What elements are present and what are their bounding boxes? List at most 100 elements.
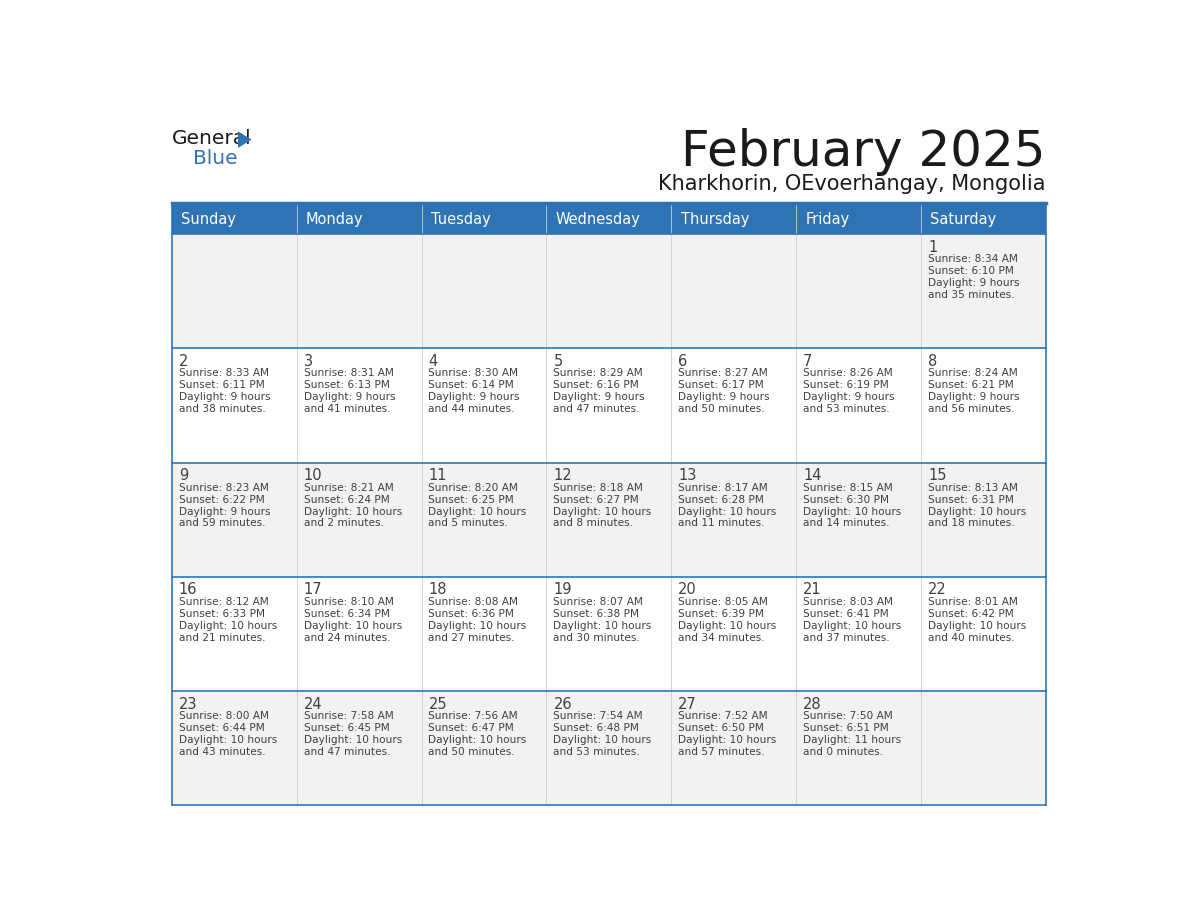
Text: Sunset: 6:42 PM: Sunset: 6:42 PM <box>928 609 1013 619</box>
Text: Sunset: 6:51 PM: Sunset: 6:51 PM <box>803 723 889 733</box>
Text: Sunrise: 8:10 AM: Sunrise: 8:10 AM <box>304 597 393 607</box>
Text: Daylight: 10 hours: Daylight: 10 hours <box>928 507 1026 517</box>
Text: and 18 minutes.: and 18 minutes. <box>928 519 1015 529</box>
Text: Sunset: 6:50 PM: Sunset: 6:50 PM <box>678 723 764 733</box>
Text: Sunrise: 8:20 AM: Sunrise: 8:20 AM <box>429 483 518 493</box>
Text: Daylight: 10 hours: Daylight: 10 hours <box>678 621 777 631</box>
Text: 1: 1 <box>928 240 937 254</box>
Text: Sunset: 6:24 PM: Sunset: 6:24 PM <box>304 495 390 505</box>
Text: Sunset: 6:39 PM: Sunset: 6:39 PM <box>678 609 764 619</box>
Text: Sunrise: 8:08 AM: Sunrise: 8:08 AM <box>429 597 518 607</box>
Text: 10: 10 <box>304 468 322 483</box>
Text: 20: 20 <box>678 582 697 598</box>
Text: Sunrise: 8:21 AM: Sunrise: 8:21 AM <box>304 483 393 493</box>
Text: Daylight: 9 hours: Daylight: 9 hours <box>803 392 895 402</box>
Text: 17: 17 <box>304 582 322 598</box>
Text: Sunday: Sunday <box>181 212 236 227</box>
Text: February 2025: February 2025 <box>682 128 1045 176</box>
Text: Sunset: 6:41 PM: Sunset: 6:41 PM <box>803 609 889 619</box>
Text: Sunset: 6:31 PM: Sunset: 6:31 PM <box>928 495 1013 505</box>
Text: Sunrise: 7:58 AM: Sunrise: 7:58 AM <box>304 711 393 722</box>
Text: 3: 3 <box>304 353 312 369</box>
Text: Sunrise: 8:07 AM: Sunrise: 8:07 AM <box>554 597 643 607</box>
Text: Sunset: 6:36 PM: Sunset: 6:36 PM <box>429 609 514 619</box>
Text: Sunset: 6:30 PM: Sunset: 6:30 PM <box>803 495 889 505</box>
Text: Daylight: 10 hours: Daylight: 10 hours <box>803 621 902 631</box>
Text: Saturday: Saturday <box>930 212 997 227</box>
Text: Daylight: 11 hours: Daylight: 11 hours <box>803 735 902 745</box>
Text: Daylight: 9 hours: Daylight: 9 hours <box>304 392 396 402</box>
Text: Sunrise: 8:24 AM: Sunrise: 8:24 AM <box>928 368 1018 378</box>
Text: Daylight: 10 hours: Daylight: 10 hours <box>678 735 777 745</box>
Text: and 53 minutes.: and 53 minutes. <box>554 747 640 757</box>
Text: Blue: Blue <box>192 149 238 168</box>
Text: Sunrise: 7:52 AM: Sunrise: 7:52 AM <box>678 711 767 722</box>
Text: Daylight: 10 hours: Daylight: 10 hours <box>178 621 277 631</box>
Text: and 59 minutes.: and 59 minutes. <box>178 519 265 529</box>
Text: Sunset: 6:13 PM: Sunset: 6:13 PM <box>304 380 390 390</box>
Text: Daylight: 9 hours: Daylight: 9 hours <box>178 507 270 517</box>
Text: and 50 minutes.: and 50 minutes. <box>678 404 765 414</box>
Text: 14: 14 <box>803 468 822 483</box>
Text: and 57 minutes.: and 57 minutes. <box>678 747 765 757</box>
Text: Sunset: 6:34 PM: Sunset: 6:34 PM <box>304 609 390 619</box>
Text: and 47 minutes.: and 47 minutes. <box>304 747 390 757</box>
Text: Sunrise: 8:01 AM: Sunrise: 8:01 AM <box>928 597 1018 607</box>
Text: Daylight: 10 hours: Daylight: 10 hours <box>304 507 402 517</box>
Text: Sunset: 6:11 PM: Sunset: 6:11 PM <box>178 380 265 390</box>
Text: Daylight: 10 hours: Daylight: 10 hours <box>554 621 652 631</box>
Text: Sunset: 6:21 PM: Sunset: 6:21 PM <box>928 380 1013 390</box>
Text: and 56 minutes.: and 56 minutes. <box>928 404 1015 414</box>
Text: Sunrise: 8:31 AM: Sunrise: 8:31 AM <box>304 368 393 378</box>
Text: 4: 4 <box>429 353 437 369</box>
Text: and 44 minutes.: and 44 minutes. <box>429 404 514 414</box>
Text: and 35 minutes.: and 35 minutes. <box>928 290 1015 300</box>
Text: Sunset: 6:10 PM: Sunset: 6:10 PM <box>928 266 1013 276</box>
Text: 28: 28 <box>803 697 822 711</box>
Text: Sunset: 6:44 PM: Sunset: 6:44 PM <box>178 723 265 733</box>
Text: Daylight: 10 hours: Daylight: 10 hours <box>803 507 902 517</box>
Text: 15: 15 <box>928 468 947 483</box>
Text: 21: 21 <box>803 582 822 598</box>
Text: and 21 minutes.: and 21 minutes. <box>178 633 265 643</box>
Text: Sunset: 6:33 PM: Sunset: 6:33 PM <box>178 609 265 619</box>
Text: Kharkhorin, OEvoerhangay, Mongolia: Kharkhorin, OEvoerhangay, Mongolia <box>658 174 1045 194</box>
Text: Daylight: 9 hours: Daylight: 9 hours <box>678 392 770 402</box>
Bar <box>172 349 1045 463</box>
Text: and 43 minutes.: and 43 minutes. <box>178 747 265 757</box>
Text: 22: 22 <box>928 582 947 598</box>
Text: Sunrise: 8:17 AM: Sunrise: 8:17 AM <box>678 483 767 493</box>
Text: Sunrise: 8:05 AM: Sunrise: 8:05 AM <box>678 597 769 607</box>
Text: Daylight: 9 hours: Daylight: 9 hours <box>429 392 520 402</box>
Text: Sunrise: 7:54 AM: Sunrise: 7:54 AM <box>554 711 643 722</box>
Text: Daylight: 10 hours: Daylight: 10 hours <box>304 735 402 745</box>
Text: and 11 minutes.: and 11 minutes. <box>678 519 765 529</box>
Text: Sunrise: 8:18 AM: Sunrise: 8:18 AM <box>554 483 643 493</box>
Text: Daylight: 9 hours: Daylight: 9 hours <box>928 278 1019 288</box>
Text: and 38 minutes.: and 38 minutes. <box>178 404 265 414</box>
Text: 9: 9 <box>178 468 188 483</box>
Text: General: General <box>172 129 252 149</box>
Text: 5: 5 <box>554 353 563 369</box>
Text: 26: 26 <box>554 697 571 711</box>
Text: Sunset: 6:22 PM: Sunset: 6:22 PM <box>178 495 265 505</box>
Text: 16: 16 <box>178 582 197 598</box>
Text: and 0 minutes.: and 0 minutes. <box>803 747 883 757</box>
Text: Sunrise: 8:30 AM: Sunrise: 8:30 AM <box>429 368 518 378</box>
Text: Sunrise: 7:50 AM: Sunrise: 7:50 AM <box>803 711 893 722</box>
Text: 11: 11 <box>429 468 447 483</box>
Text: Sunrise: 8:26 AM: Sunrise: 8:26 AM <box>803 368 893 378</box>
Text: and 37 minutes.: and 37 minutes. <box>803 633 890 643</box>
Text: 25: 25 <box>429 697 447 711</box>
Text: 18: 18 <box>429 582 447 598</box>
Text: Sunset: 6:28 PM: Sunset: 6:28 PM <box>678 495 764 505</box>
Text: 19: 19 <box>554 582 571 598</box>
Text: and 50 minutes.: and 50 minutes. <box>429 747 516 757</box>
Text: Sunset: 6:16 PM: Sunset: 6:16 PM <box>554 380 639 390</box>
Text: 24: 24 <box>304 697 322 711</box>
Text: Sunrise: 7:56 AM: Sunrise: 7:56 AM <box>429 711 518 722</box>
Bar <box>172 577 1045 691</box>
Text: Sunset: 6:47 PM: Sunset: 6:47 PM <box>429 723 514 733</box>
Text: and 27 minutes.: and 27 minutes. <box>429 633 514 643</box>
Text: Daylight: 9 hours: Daylight: 9 hours <box>928 392 1019 402</box>
